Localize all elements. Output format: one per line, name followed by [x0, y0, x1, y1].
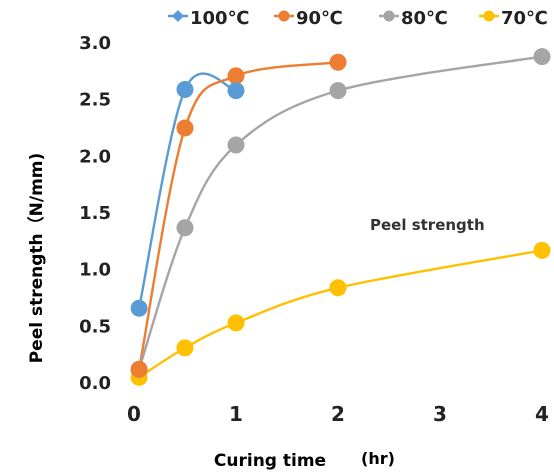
x-tick-label: 2	[331, 402, 345, 426]
chart-legend: 100℃ 90℃ 80℃ 70℃	[168, 8, 548, 29]
y-tick-label: 1.5	[79, 203, 111, 224]
y-tick-label: 0.0	[79, 373, 111, 394]
x-axis-unit: (hr)	[361, 449, 395, 468]
data-point	[176, 119, 194, 137]
legend-label: 90℃	[296, 8, 343, 29]
x-tick-label: 3	[433, 402, 447, 426]
legend-marker	[278, 10, 290, 22]
data-point	[533, 48, 551, 66]
data-point	[227, 82, 245, 100]
x-tick-label: 4	[535, 402, 549, 426]
y-tick-label: 2.5	[79, 90, 111, 111]
series-points	[130, 48, 551, 386]
legend-label: 70℃	[501, 8, 548, 29]
x-axis-ticks: 0 1 2 3 4	[127, 402, 549, 426]
data-point	[130, 299, 148, 317]
y-tick-label: 1.0	[79, 260, 111, 281]
legend-marker	[383, 10, 395, 22]
legend-label: 80℃	[401, 8, 448, 29]
y-tick-label: 2.0	[79, 146, 111, 167]
data-point	[533, 241, 551, 259]
data-point	[176, 80, 194, 98]
chart-annotation: Peel strength	[370, 216, 485, 234]
data-point	[329, 82, 347, 100]
data-point	[130, 360, 148, 378]
data-point	[227, 136, 245, 154]
data-point	[227, 67, 245, 85]
legend-marker	[483, 10, 495, 22]
data-point	[176, 339, 194, 357]
data-point	[329, 279, 347, 297]
y-tick-label: 0.5	[79, 316, 111, 337]
data-point	[176, 219, 194, 237]
y-tick-label: 3.0	[79, 33, 111, 54]
data-point	[329, 53, 347, 71]
series-line	[137, 72, 237, 309]
y-axis-title: Peel strength（N/mm)	[26, 153, 47, 364]
legend-marker	[172, 10, 184, 22]
series-line	[137, 61, 339, 370]
series-line	[138, 249, 543, 379]
series-line	[137, 55, 543, 370]
y-axis-ticks: 0.0 0.5 1.0 1.5 2.0 2.5 3.0	[79, 33, 111, 394]
x-axis-title: Curing time	[214, 451, 326, 471]
x-tick-label: 0	[127, 402, 141, 426]
data-point	[227, 314, 245, 332]
x-tick-label: 1	[229, 402, 243, 426]
legend-label: 100℃	[190, 8, 249, 29]
